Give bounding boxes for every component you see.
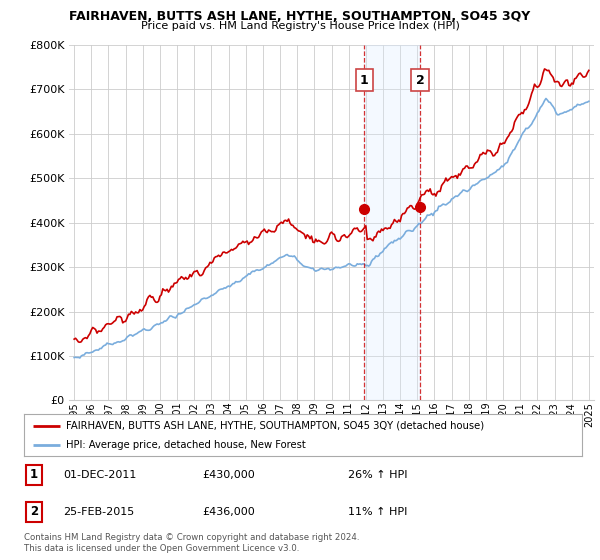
- Text: FAIRHAVEN, BUTTS ASH LANE, HYTHE, SOUTHAMPTON, SO45 3QY: FAIRHAVEN, BUTTS ASH LANE, HYTHE, SOUTHA…: [70, 10, 530, 22]
- Text: Contains HM Land Registry data © Crown copyright and database right 2024.
This d: Contains HM Land Registry data © Crown c…: [24, 533, 359, 553]
- Text: HPI: Average price, detached house, New Forest: HPI: Average price, detached house, New …: [66, 440, 305, 450]
- Text: 2: 2: [416, 74, 425, 87]
- Text: 26% ↑ HPI: 26% ↑ HPI: [347, 470, 407, 479]
- Text: 2: 2: [30, 505, 38, 518]
- Text: £436,000: £436,000: [203, 507, 256, 517]
- Text: 1: 1: [30, 468, 38, 481]
- Text: £430,000: £430,000: [203, 470, 256, 479]
- Bar: [364, 45, 420, 400]
- Text: FAIRHAVEN, BUTTS ASH LANE, HYTHE, SOUTHAMPTON, SO45 3QY (detached house): FAIRHAVEN, BUTTS ASH LANE, HYTHE, SOUTHA…: [66, 421, 484, 431]
- Text: 11% ↑ HPI: 11% ↑ HPI: [347, 507, 407, 517]
- Text: 1: 1: [360, 74, 369, 87]
- Text: Price paid vs. HM Land Registry's House Price Index (HPI): Price paid vs. HM Land Registry's House …: [140, 21, 460, 31]
- Text: 01-DEC-2011: 01-DEC-2011: [63, 470, 136, 479]
- Text: 25-FEB-2015: 25-FEB-2015: [63, 507, 134, 517]
